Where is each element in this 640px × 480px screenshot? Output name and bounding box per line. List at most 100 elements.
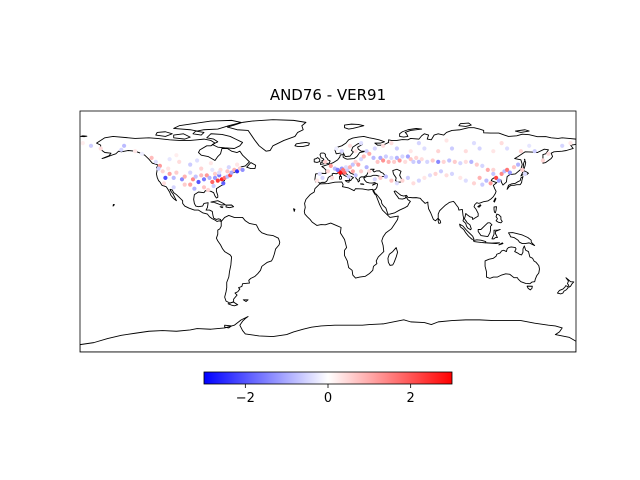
station-point xyxy=(320,175,325,180)
station-point xyxy=(347,143,353,148)
station-point xyxy=(480,163,485,168)
station-point xyxy=(430,158,435,163)
station-point xyxy=(98,146,103,151)
station-point xyxy=(416,159,421,164)
coastline-antarctica xyxy=(80,317,576,352)
map-title: AND76 - VER91 xyxy=(269,86,387,104)
station-point xyxy=(341,167,346,172)
station-point xyxy=(394,181,399,186)
station-point xyxy=(149,155,154,160)
station-point xyxy=(422,175,427,180)
station-point xyxy=(122,143,127,148)
station-point xyxy=(207,175,212,180)
station-point xyxy=(359,157,364,162)
station-point xyxy=(400,154,405,159)
station-point xyxy=(496,178,501,183)
station-point xyxy=(491,171,496,176)
station-point xyxy=(381,158,386,163)
colorbar-tick-label: −2 xyxy=(235,391,255,406)
station-point xyxy=(522,171,528,176)
station-point xyxy=(347,165,353,170)
coastline-south-america xyxy=(216,215,279,303)
coastline-greenland xyxy=(227,120,306,151)
station-point xyxy=(80,141,85,146)
colorbar-ticks xyxy=(244,384,412,388)
station-point xyxy=(458,175,463,180)
station-point xyxy=(364,149,369,154)
station-point xyxy=(221,181,226,186)
station-point xyxy=(383,154,388,159)
station-point xyxy=(485,167,490,172)
coastline-africa xyxy=(304,182,398,278)
station-point xyxy=(371,155,376,160)
station-point xyxy=(356,162,361,167)
station-point xyxy=(411,181,416,186)
station-point xyxy=(378,175,383,180)
station-point xyxy=(226,165,231,170)
station-point xyxy=(240,167,245,172)
station-point xyxy=(199,166,204,171)
coastline-sulawesi xyxy=(492,229,500,238)
station-point xyxy=(208,161,213,166)
station-point xyxy=(449,146,455,151)
station-point xyxy=(334,146,339,151)
station-point xyxy=(188,170,193,175)
station-point xyxy=(494,175,499,180)
coastline-sumatra xyxy=(460,224,474,239)
coastline-new-zealand xyxy=(566,278,574,287)
station-point xyxy=(361,154,366,159)
coastline-java xyxy=(473,240,485,243)
station-point xyxy=(392,159,397,164)
station-point xyxy=(408,157,413,162)
station-point xyxy=(346,174,351,179)
station-point xyxy=(174,170,179,175)
station-point xyxy=(229,170,234,175)
station-point xyxy=(335,167,340,172)
station-point xyxy=(215,178,220,183)
station-point xyxy=(444,173,449,178)
station-point xyxy=(330,175,335,180)
station-point xyxy=(171,175,176,180)
station-point xyxy=(139,151,145,156)
coastline-ireland xyxy=(314,158,320,163)
station-point xyxy=(444,138,449,143)
station-point xyxy=(353,173,358,178)
station-point xyxy=(474,162,479,167)
station-point xyxy=(367,151,372,156)
coastline-baffin-island xyxy=(207,134,243,149)
station-point xyxy=(339,149,344,154)
station-point xyxy=(179,177,185,182)
station-point xyxy=(235,162,240,167)
station-point xyxy=(171,185,176,190)
coastline-japan xyxy=(507,177,523,190)
station-point xyxy=(167,157,172,162)
map-frame xyxy=(79,110,577,353)
station-point xyxy=(463,149,468,154)
station-point xyxy=(484,178,489,183)
station-point xyxy=(217,170,222,175)
station-point xyxy=(499,171,504,176)
station-point xyxy=(350,169,355,174)
coastline-australia xyxy=(485,246,539,284)
station-point xyxy=(438,169,444,174)
station-point xyxy=(359,141,364,146)
station-point xyxy=(527,143,532,148)
colorbar xyxy=(203,371,453,388)
station-point xyxy=(389,155,394,160)
station-point xyxy=(350,162,355,167)
station-point xyxy=(195,158,200,163)
station-point xyxy=(314,178,320,183)
station-point xyxy=(338,170,343,175)
station-point xyxy=(405,154,410,159)
station-point xyxy=(182,174,187,179)
station-point xyxy=(516,162,521,167)
station-point xyxy=(400,178,405,183)
station-point xyxy=(491,167,496,172)
station-point xyxy=(403,159,408,164)
station-point xyxy=(177,159,182,164)
station-point xyxy=(167,171,172,176)
station-point xyxy=(225,169,230,174)
station-point xyxy=(192,186,197,191)
station-point xyxy=(323,159,328,164)
